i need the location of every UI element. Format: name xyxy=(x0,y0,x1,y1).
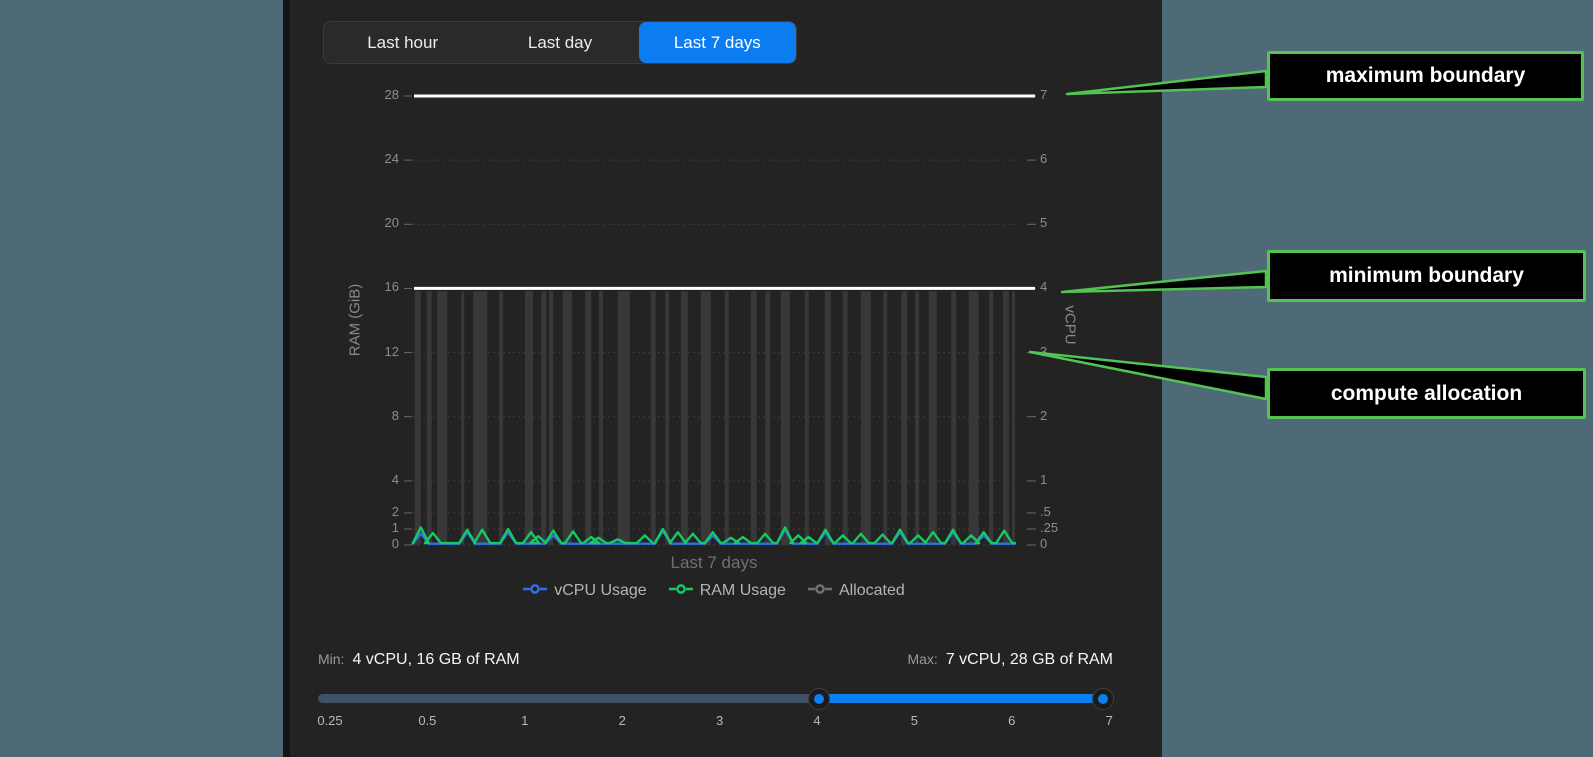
max-compute-summary: Max: 7 vCPU, 28 GB of RAM xyxy=(907,651,1113,669)
legend-label: vCPU Usage xyxy=(554,582,647,599)
chart-legend: vCPU Usage RAM Usage Allocated xyxy=(413,582,1015,600)
compute-size-slider-track[interactable] xyxy=(318,694,1110,703)
slider-scale-label: 6 xyxy=(1008,713,1016,728)
slider-scale-label: 0.5 xyxy=(418,713,437,728)
slider-scale-label: 1 xyxy=(521,713,529,728)
slider-scale-label: 7 xyxy=(1105,713,1113,728)
vcpu-usage-marker-icon xyxy=(523,582,548,600)
slider-scale-label: 3 xyxy=(715,713,724,728)
slider-max-handle-dot xyxy=(1098,694,1108,704)
legend-label: RAM Usage xyxy=(699,582,786,599)
slider-selected-range xyxy=(819,694,1108,703)
callout-maximum-boundary: maximum boundary xyxy=(1267,51,1584,101)
slider-scale-label: 5 xyxy=(910,713,918,728)
panel-edge-divider xyxy=(283,0,290,757)
legend-item-ram-usage[interactable]: RAM Usage xyxy=(668,582,786,600)
legend-label: Allocated xyxy=(838,582,905,599)
max-label: Max: xyxy=(907,651,938,667)
callout-compute-allocation: compute allocation xyxy=(1267,368,1586,419)
tab-last-7-days[interactable]: Last 7 days xyxy=(638,22,796,63)
min-label: Min: xyxy=(318,651,345,667)
time-range-tabs: Last hour Last day Last 7 days xyxy=(323,21,797,64)
legend-item-allocated[interactable]: Allocated xyxy=(807,582,905,600)
tab-last-hour[interactable]: Last hour xyxy=(324,22,481,63)
slider-scale-label: 4 xyxy=(813,713,821,728)
max-value: 7 vCPU, 28 GB of RAM xyxy=(945,651,1113,668)
min-compute-summary: Min: 4 vCPU, 16 GB of RAM xyxy=(318,651,520,669)
legend-item-vcpu-usage[interactable]: vCPU Usage xyxy=(523,582,647,600)
ram-usage-marker-icon xyxy=(668,582,693,600)
usage-chart xyxy=(404,94,1036,546)
allocated-marker-icon xyxy=(807,582,832,600)
slider-min-handle[interactable] xyxy=(808,688,830,710)
slider-scale-label: 2 xyxy=(618,713,626,728)
min-value: 4 vCPU, 16 GB of RAM xyxy=(352,651,520,668)
slider-min-handle-dot xyxy=(814,694,824,704)
tab-last-day[interactable]: Last day xyxy=(481,22,638,63)
callout-minimum-boundary: minimum boundary xyxy=(1267,250,1586,302)
slider-max-handle[interactable] xyxy=(1092,688,1114,710)
slider-scale-label: 0.25 xyxy=(317,713,343,728)
